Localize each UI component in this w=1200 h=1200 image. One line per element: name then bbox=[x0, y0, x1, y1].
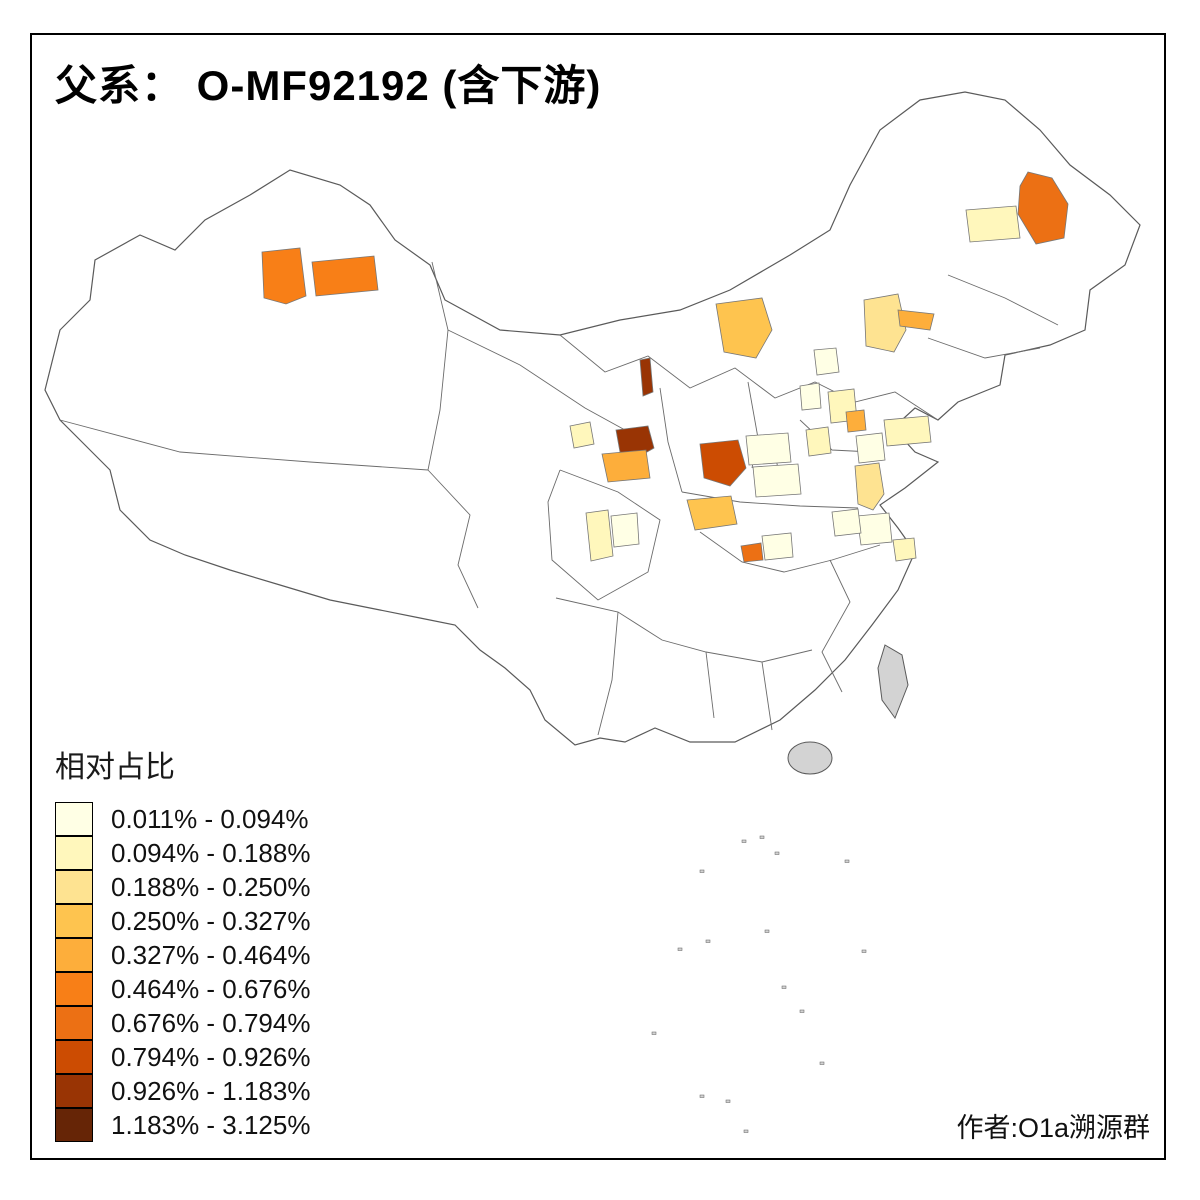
legend-swatch bbox=[55, 870, 93, 904]
map-region-gansu-pale bbox=[569, 421, 595, 449]
legend-row: 0.464% - 0.676% bbox=[55, 972, 310, 1006]
map-region-shandong-south-pale bbox=[855, 432, 886, 464]
map-region-north-xinjiang-east bbox=[311, 255, 379, 297]
legend-row: 0.926% - 1.183% bbox=[55, 1074, 310, 1108]
island-dot bbox=[799, 1009, 805, 1013]
legend: 相对占比 0.011% - 0.094% 0.094% - 0.188% 0.188… bbox=[55, 742, 310, 1142]
legend-label: 0.464% - 0.676% bbox=[111, 973, 311, 1004]
island-dot bbox=[725, 1099, 731, 1103]
map-region-hubei-orange bbox=[686, 495, 738, 531]
island-dot bbox=[759, 835, 765, 839]
island-dot bbox=[651, 1031, 657, 1035]
island-dot bbox=[699, 1094, 705, 1098]
island-dot bbox=[819, 1061, 825, 1065]
legend-swatch bbox=[55, 1040, 93, 1074]
island-dot bbox=[743, 1129, 749, 1133]
map-region-tianshui-orange bbox=[601, 449, 651, 483]
legend-swatch bbox=[55, 802, 93, 836]
map-region-south-shanxi-dark bbox=[699, 439, 747, 487]
legend-row: 1.183% - 3.125% bbox=[55, 1108, 310, 1142]
island-dot bbox=[741, 839, 747, 843]
legend-label: 0.250% - 0.327% bbox=[111, 905, 311, 936]
map-region-shandong-east-pale bbox=[883, 415, 932, 447]
map-region-henan-pale-south bbox=[752, 463, 802, 498]
legend-swatch bbox=[55, 1006, 93, 1040]
legend-row: 0.676% - 0.794% bbox=[55, 1006, 310, 1040]
legend-swatch bbox=[55, 972, 93, 1006]
map-region-beijing-pale bbox=[799, 382, 822, 411]
island-dot bbox=[861, 949, 867, 953]
island-dot bbox=[699, 869, 705, 873]
map-region-jinan-orange-dot bbox=[845, 409, 867, 433]
map-region-sichuan-pale-west bbox=[585, 509, 614, 562]
map-region-jiangsu-pale bbox=[856, 512, 893, 546]
legend-swatch bbox=[55, 1074, 93, 1108]
credit-text: 作者:O1a溯源群 bbox=[956, 1113, 1150, 1143]
legend-swatch bbox=[55, 1108, 93, 1142]
choropleth-regions bbox=[261, 171, 1069, 563]
map-region-hunan-pale bbox=[761, 532, 794, 561]
legend-label: 0.011% - 0.094% bbox=[111, 803, 309, 834]
legend-swatch bbox=[55, 938, 93, 972]
mainland-outline bbox=[44, 91, 1141, 746]
taiwan-island bbox=[877, 644, 909, 720]
map-region-sichuan-pale-east bbox=[610, 512, 640, 548]
legend-swatch bbox=[55, 836, 93, 870]
legend-label: 0.094% - 0.188% bbox=[111, 837, 311, 868]
legend-label: 1.183% - 3.125% bbox=[111, 1109, 311, 1140]
map-region-jiangsu-yellow bbox=[854, 462, 885, 511]
map-region-chengde-pale bbox=[813, 347, 840, 376]
legend-row: 0.011% - 0.094% bbox=[55, 802, 310, 836]
map-region-north-shaanxi-sliver bbox=[639, 357, 654, 397]
legend-row: 0.188% - 0.250% bbox=[55, 870, 310, 904]
legend-label: 0.188% - 0.250% bbox=[111, 871, 311, 902]
legend-row: 0.327% - 0.464% bbox=[55, 938, 310, 972]
legend-row: 0.094% - 0.188% bbox=[55, 836, 310, 870]
legend-row: 0.794% - 0.926% bbox=[55, 1040, 310, 1074]
island-dot bbox=[677, 947, 683, 951]
map-region-hubei-small-red bbox=[740, 542, 764, 563]
map-region-inner-mongolia-west bbox=[715, 297, 773, 359]
island-dot bbox=[774, 851, 780, 855]
island-dot bbox=[781, 985, 787, 989]
map-region-south-hebei-pale bbox=[805, 426, 832, 457]
map-region-heilongjiang-east bbox=[1017, 171, 1069, 245]
map-region-heilongjiang-central bbox=[965, 205, 1021, 243]
legend-label: 0.794% - 0.926% bbox=[111, 1041, 311, 1072]
legend-label: 0.676% - 0.794% bbox=[111, 1007, 311, 1038]
map-region-chifeng-area bbox=[863, 293, 907, 353]
south-china-sea-islets bbox=[651, 835, 867, 1133]
legend-rows: 0.011% - 0.094% 0.094% - 0.188% 0.188% - 0… bbox=[55, 802, 310, 1142]
map-region-north-xinjiang-west bbox=[261, 247, 307, 305]
map-region-liaoning-strip bbox=[897, 309, 935, 331]
map-region-henan-pale-north bbox=[745, 432, 792, 466]
legend-label: 0.926% - 1.183% bbox=[111, 1075, 311, 1106]
legend-label: 0.327% - 0.464% bbox=[111, 939, 311, 970]
map-region-shanghai-pale bbox=[892, 537, 917, 562]
island-dot bbox=[705, 939, 711, 943]
island-dot bbox=[764, 929, 770, 933]
province-borders bbox=[59, 261, 1059, 736]
legend-row: 0.250% - 0.327% bbox=[55, 904, 310, 938]
legend-swatch bbox=[55, 904, 93, 938]
map-region-anhui-pale bbox=[831, 508, 862, 537]
page-title: 父系： O-MF92192 (含下游) bbox=[55, 62, 602, 109]
map-region-baiyin-dark bbox=[615, 425, 655, 457]
island-dot bbox=[844, 859, 850, 863]
legend-title: 相对占比 bbox=[55, 751, 175, 784]
hainan-island bbox=[787, 741, 833, 775]
